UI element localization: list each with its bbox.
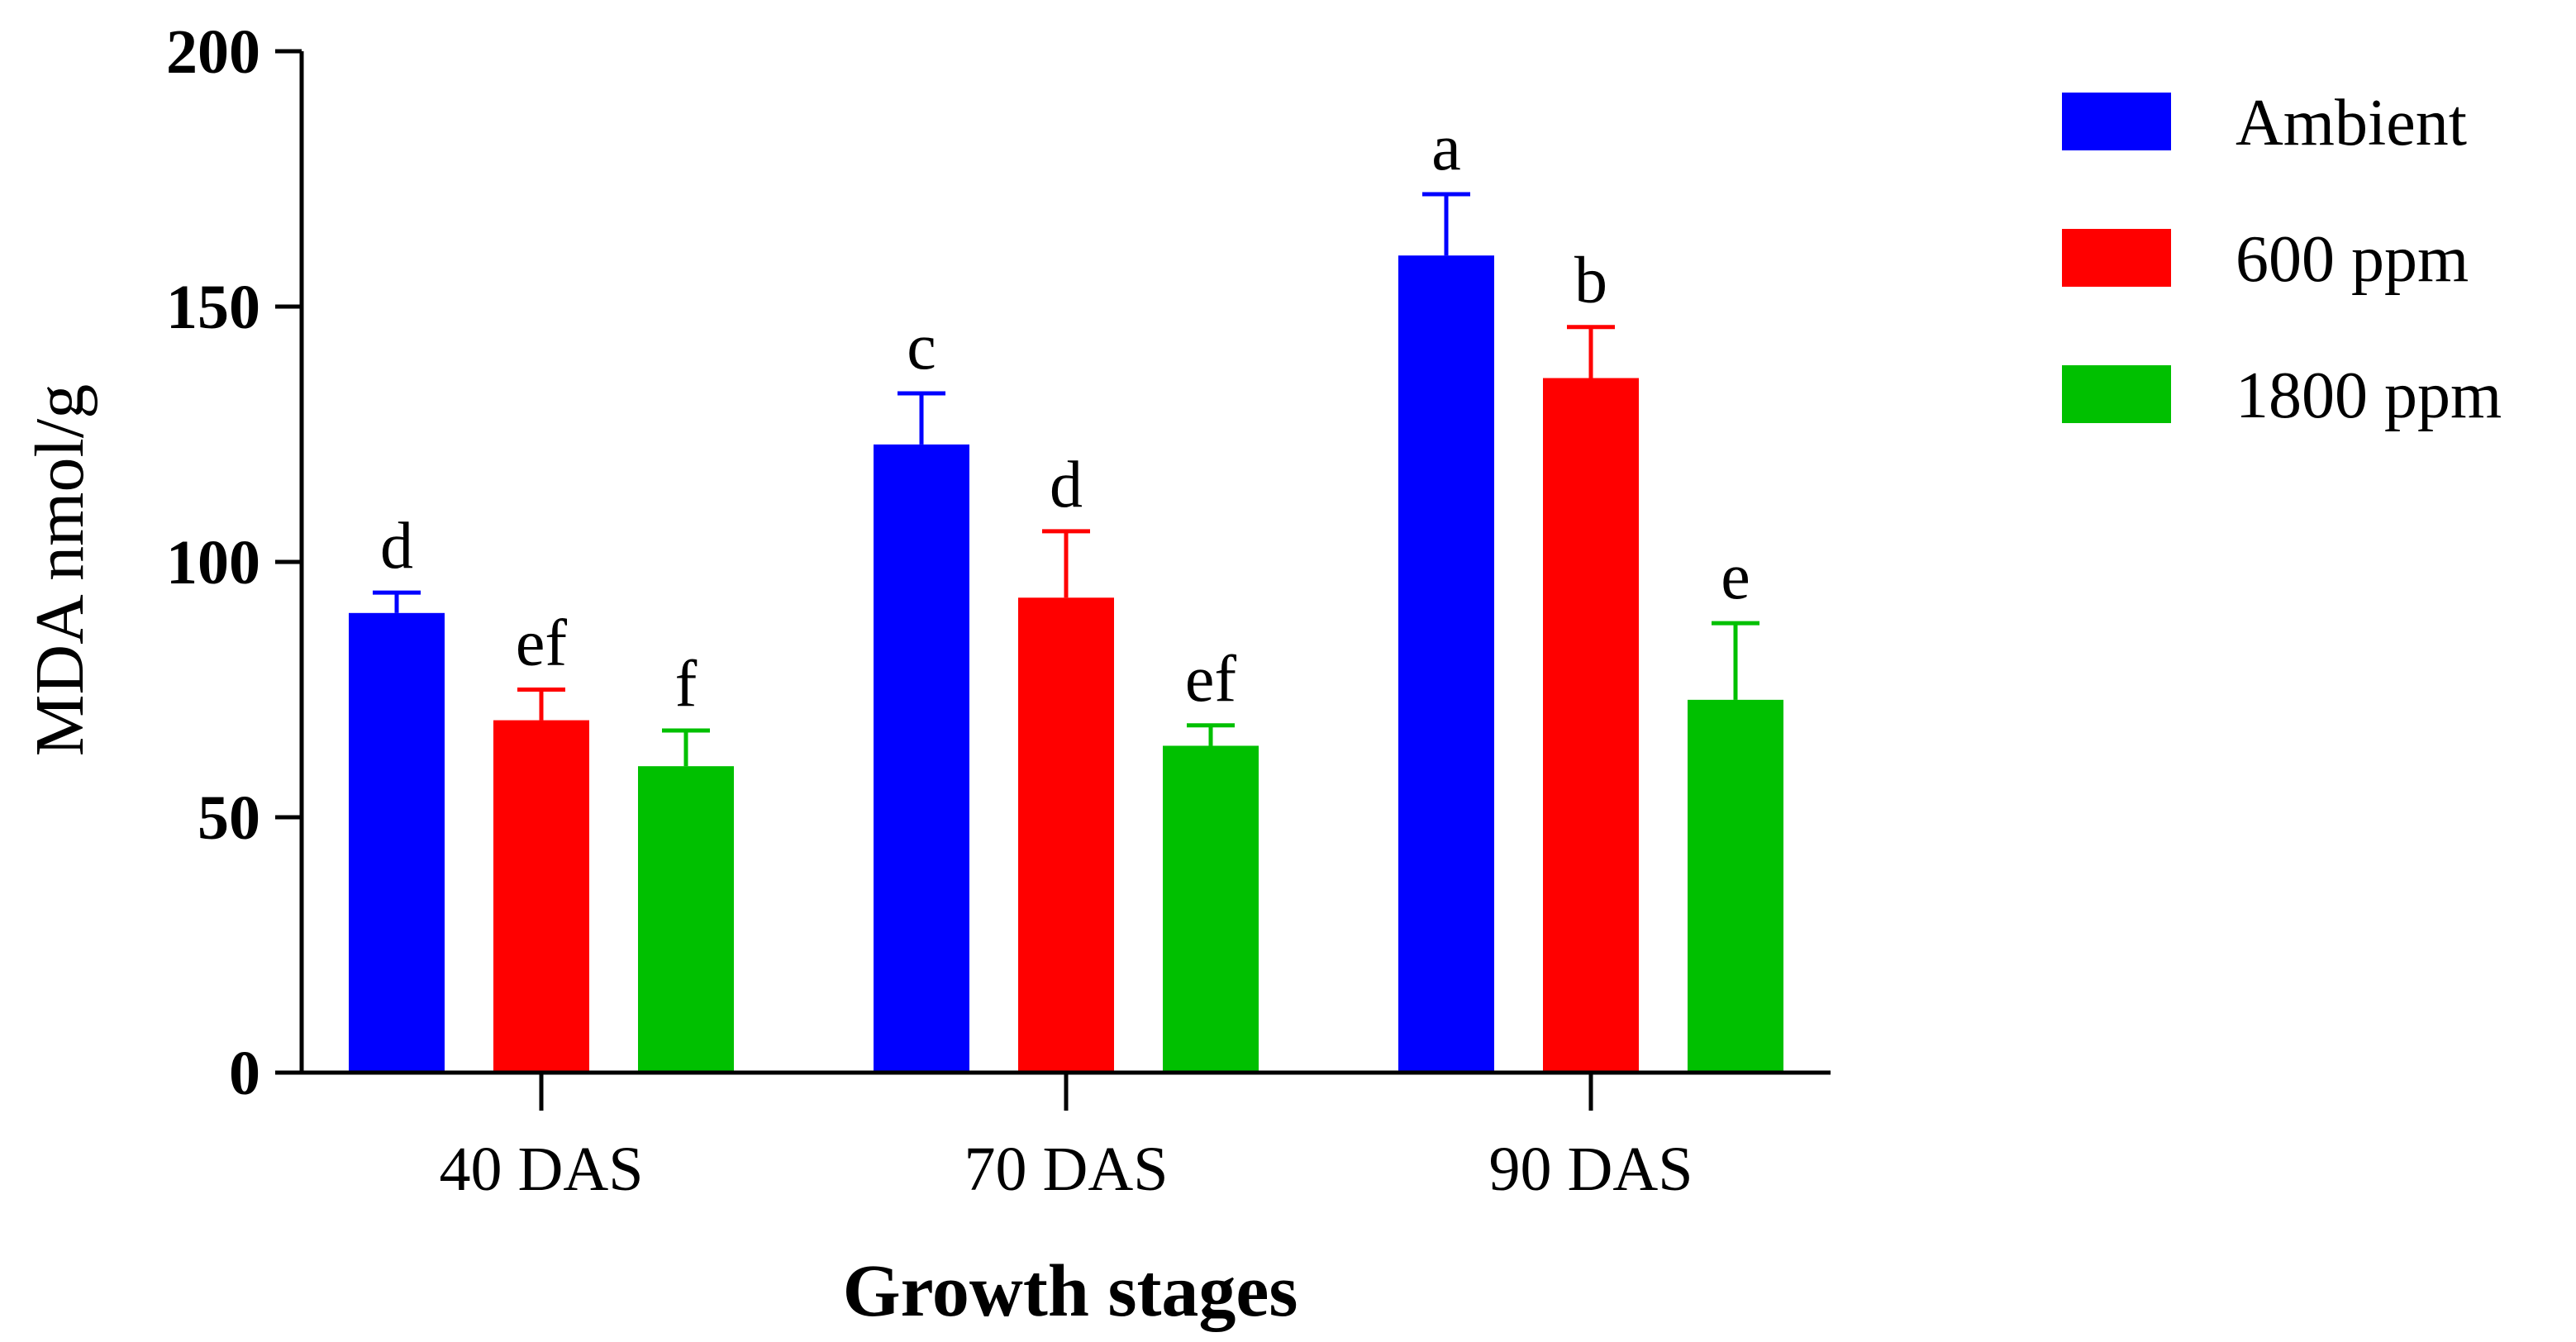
x-tick-label: 40 DAS — [439, 1135, 643, 1204]
legend-label: 1800 ppm — [2236, 359, 2502, 432]
bar — [1688, 699, 1783, 1073]
x-axis-title: Growth stages — [843, 1250, 1298, 1332]
bar — [1163, 745, 1259, 1073]
y-tick-label: 100 — [166, 528, 260, 597]
x-ticks: 40 DAS 70 DAS 90 DAS — [439, 1073, 1693, 1204]
significance-label: a — [1431, 112, 1461, 184]
significance-label: c — [907, 311, 936, 383]
significance-labels-layer: d c a ef d b f ef e — [380, 112, 1750, 721]
y-tick-label: 50 — [198, 783, 260, 853]
x-tick-label: 70 DAS — [964, 1135, 1168, 1204]
y-ticks: 0 50 100 150 200 — [166, 17, 302, 1108]
bar — [1543, 378, 1639, 1073]
significance-label: b — [1574, 245, 1607, 317]
significance-label: f — [675, 648, 698, 721]
bar — [493, 720, 589, 1073]
significance-label: ef — [1185, 643, 1237, 716]
legend-swatch — [2062, 365, 2171, 423]
bar — [638, 766, 734, 1073]
significance-label: ef — [516, 607, 568, 680]
legend-label: 600 ppm — [2236, 223, 2469, 296]
bars-layer — [349, 255, 1783, 1073]
legend: Ambient 600 ppm 1800 ppm — [2062, 87, 2502, 432]
legend-label: Ambient — [2236, 87, 2467, 159]
y-tick-label: 150 — [166, 273, 260, 342]
error-bars-layer — [373, 192, 1759, 767]
y-tick-label: 200 — [166, 17, 260, 87]
bar — [1398, 255, 1494, 1073]
bar — [349, 612, 445, 1073]
legend-swatch — [2062, 229, 2171, 287]
bar — [874, 444, 969, 1073]
y-axis-title: MDA nmol/g — [21, 384, 98, 756]
significance-label: d — [1050, 449, 1083, 521]
bar — [1018, 597, 1114, 1073]
significance-label: e — [1721, 540, 1750, 613]
x-tick-label: 90 DAS — [1488, 1135, 1693, 1204]
legend-swatch — [2062, 93, 2171, 150]
significance-label: d — [380, 510, 413, 583]
y-tick-label: 0 — [229, 1039, 260, 1108]
